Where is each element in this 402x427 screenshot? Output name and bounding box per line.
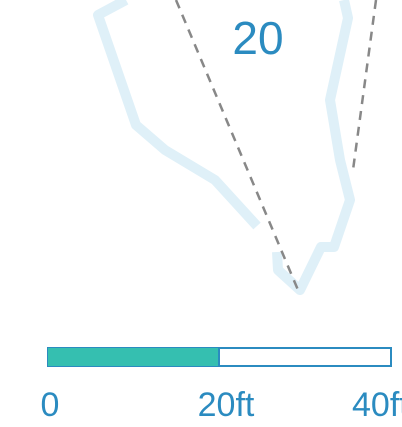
scale-label-end: 40ft: [352, 386, 402, 424]
boundary-line-left: [174, 0, 300, 291]
boundary-line-right: [351, 0, 378, 171]
scale-bar-filled-segment: [48, 348, 220, 366]
scale-label-zero: 0: [41, 386, 60, 424]
zone-label: 20: [232, 12, 283, 64]
zone-outline: [93, 0, 261, 230]
zone-outline-lower: [272, 0, 355, 295]
scale-label-mid: 20ft: [198, 386, 255, 424]
scale-bar: 0 20ft 40ft: [41, 347, 402, 424]
